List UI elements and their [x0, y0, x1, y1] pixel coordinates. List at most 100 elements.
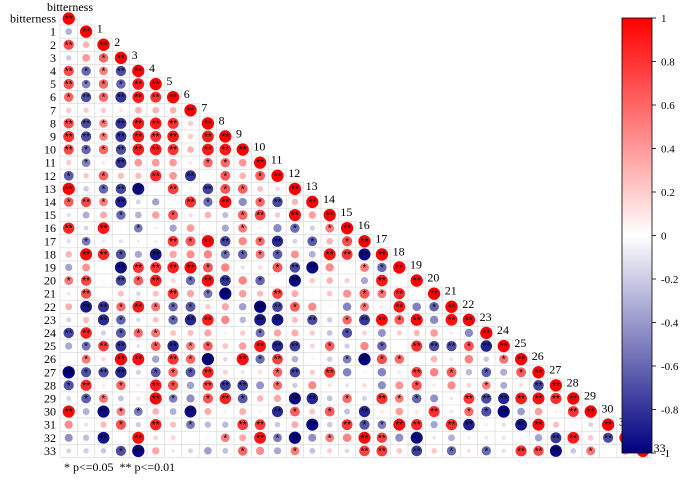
correlation-dot [236, 143, 249, 156]
significance-marker: ** [517, 394, 525, 405]
chart-title: bitterness [47, 0, 93, 14]
correlation-dot [410, 274, 423, 287]
correlation-dot [167, 353, 179, 365]
correlation-dot [80, 131, 92, 142]
correlation-dot [80, 118, 92, 129]
correlation-dot [601, 418, 615, 431]
significance-marker: ** [169, 119, 177, 130]
significance-marker: ** [413, 276, 421, 287]
correlation-dot [132, 353, 145, 366]
correlation-dot [446, 446, 457, 456]
correlation-dot [481, 446, 491, 456]
correlation-dot [377, 341, 387, 351]
significance-marker: * [171, 302, 175, 313]
correlation-dot [411, 393, 422, 404]
correlation-dot [533, 445, 544, 457]
correlation-dot [186, 394, 195, 403]
correlation-dot [449, 357, 454, 362]
correlation-dot [132, 444, 145, 457]
significance-marker: ** [65, 14, 73, 25]
correlation-dot [115, 327, 126, 338]
correlation-dot [187, 120, 194, 127]
significance-marker: * [119, 420, 123, 431]
significance-marker: * [102, 66, 106, 77]
correlation-dot [465, 369, 473, 376]
significance-marker: ** [204, 355, 212, 366]
correlation-dot [358, 405, 371, 418]
correlation-dot [291, 290, 299, 298]
significance-marker: * [328, 224, 332, 235]
significance-marker: ** [169, 342, 177, 353]
correlation-dot [202, 393, 213, 404]
diagonal-label: 16 [358, 218, 370, 232]
significance-marker: ** [517, 420, 525, 431]
correlation-dot [169, 408, 177, 415]
correlation-dot [342, 302, 352, 312]
correlation-dot [63, 380, 74, 391]
significance-marker: ** [65, 145, 73, 156]
significance-marker: ** [65, 66, 73, 77]
correlation-dot [186, 341, 195, 351]
correlation-dot [170, 435, 176, 441]
significance-marker: * [258, 250, 262, 261]
correlation-dot [81, 354, 91, 364]
significance-marker: ** [100, 368, 108, 379]
correlation-dot [411, 445, 423, 457]
correlation-dot [411, 419, 423, 431]
significance-marker: ** [82, 27, 90, 38]
correlation-dot [291, 355, 299, 363]
significance-marker: * [102, 119, 106, 130]
correlation-dot [429, 367, 439, 377]
correlation-dot [203, 197, 213, 207]
correlation-dot [567, 431, 580, 444]
diagonal-label: 9 [236, 126, 242, 140]
correlation-dot [169, 158, 177, 167]
correlation-dot [83, 186, 89, 192]
significance-marker: ** [65, 80, 73, 91]
significance-marker: ** [274, 315, 282, 326]
correlation-dot [462, 313, 476, 326]
significance-marker: * [102, 80, 106, 91]
correlation-dot [275, 186, 280, 192]
significance-marker: ** [413, 368, 421, 379]
correlation-dot [307, 236, 318, 247]
correlation-dot [115, 249, 126, 260]
correlation-dot [184, 196, 197, 208]
significance-marker: ** [221, 276, 229, 287]
correlation-dot [360, 276, 369, 285]
significance-marker: * [84, 368, 88, 379]
correlation-dot [149, 392, 162, 405]
row-labels: bitterness123456789101112131415161718192… [10, 12, 56, 458]
correlation-dot [102, 266, 105, 269]
significance-marker: * [119, 315, 123, 326]
significance-marker: ** [517, 446, 525, 457]
significance-marker: ** [413, 315, 421, 326]
significance-marker: * [67, 197, 71, 208]
correlation-dot [170, 278, 176, 284]
significance-marker: ** [152, 132, 160, 143]
correlation-dot [204, 408, 212, 416]
correlation-dot [500, 368, 508, 376]
correlation-dot [205, 304, 211, 310]
correlation-dot [257, 369, 263, 375]
significance-marker: ** [604, 420, 612, 431]
correlation-dot [65, 107, 72, 113]
significance-marker: * [415, 394, 419, 405]
correlation-dot [115, 340, 127, 352]
correlation-dot [116, 407, 126, 416]
correlation-dot [202, 366, 214, 378]
correlation-dot [220, 249, 230, 259]
significance-marker: ** [500, 342, 508, 353]
correlation-dot [220, 433, 230, 443]
correlation-dot [152, 290, 159, 297]
significance-marker: * [397, 315, 401, 326]
correlation-dot [149, 143, 162, 156]
significance-marker: * [171, 211, 175, 222]
row-label: 7 [50, 103, 56, 117]
significance-marker: ** [361, 407, 369, 418]
correlation-dot [186, 420, 195, 430]
correlation-dot [398, 279, 401, 282]
correlation-dot [255, 354, 265, 364]
correlation-dot [201, 235, 215, 248]
correlation-dot [64, 276, 74, 285]
